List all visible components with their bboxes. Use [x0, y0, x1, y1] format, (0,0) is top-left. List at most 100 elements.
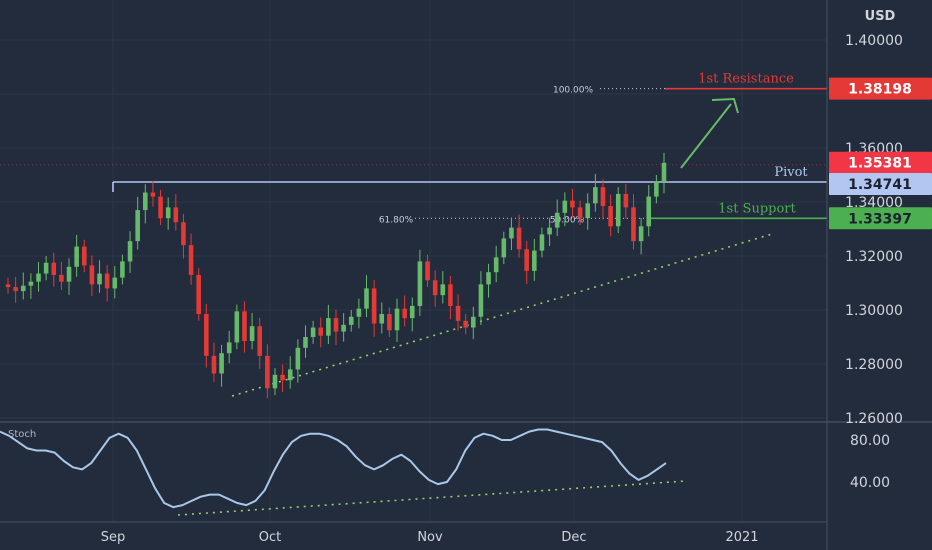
candle-bullish [478, 271, 484, 326]
candle-body [36, 273, 41, 282]
candlestick-series[interactable] [5, 152, 667, 399]
price-tick-label: 1.34000 [845, 195, 903, 211]
candle-body [615, 193, 621, 227]
candle-bullish [364, 275, 369, 318]
candle-body [20, 285, 26, 292]
candle-bullish [661, 152, 667, 194]
forecast-arrow-head [711, 97, 739, 114]
pivot-badge: 1.34741 [829, 172, 932, 195]
candle-bullish [539, 227, 545, 258]
candle-body [486, 272, 491, 285]
candle-body [280, 374, 285, 381]
candle-body [455, 305, 461, 321]
candle-bullish [234, 304, 240, 350]
resistance-label: 1st Resistance [698, 72, 794, 87]
candle-body [135, 210, 140, 242]
candle-bearish [524, 240, 529, 285]
support-label: 1st Support [718, 201, 796, 216]
candle-bearish [280, 364, 285, 392]
candle-body [265, 355, 270, 389]
candle-body [501, 238, 507, 258]
price-tick-label: 1.28000 [845, 357, 903, 373]
time-tick-label: Oct [259, 530, 281, 545]
candle-body [173, 207, 179, 223]
candle-body [158, 196, 163, 219]
candle-body [249, 326, 255, 342]
candle-body [356, 308, 362, 317]
candle-body [287, 369, 293, 381]
candle-bullish [143, 184, 148, 224]
candle-bearish [51, 252, 57, 287]
candle-bearish [257, 317, 263, 370]
candle-bullish [562, 192, 568, 227]
candle-bearish [516, 214, 522, 258]
candle-bullish [36, 261, 41, 292]
candle-body [204, 314, 209, 356]
candle-body [631, 207, 636, 242]
candle-bullish [310, 320, 316, 344]
candle-bullish [593, 173, 598, 212]
candle-bullish [97, 260, 102, 293]
price-tick-label: 1.40000 [845, 33, 903, 49]
candle-bullish [303, 325, 308, 358]
candle-body [623, 193, 629, 208]
stoch-panel [0, 428, 667, 509]
candle-bullish [379, 302, 385, 334]
candle-body [234, 311, 240, 343]
current-price-badge: 1.35381 [829, 151, 932, 174]
candle-body [409, 305, 415, 319]
candle-body [318, 327, 324, 336]
candle-body [600, 187, 606, 207]
candle-bullish [120, 254, 125, 285]
candle-bullish [74, 234, 79, 277]
candle-bullish [501, 231, 507, 265]
candle-body [379, 314, 385, 324]
stoch-axis[interactable]: 80.00 40.00 [850, 433, 890, 491]
candle-bullish [440, 271, 446, 304]
candle-bullish [646, 184, 652, 237]
candle-body [532, 250, 537, 271]
candle-bearish [577, 200, 583, 225]
price-tick-label: 1.26000 [845, 411, 903, 427]
candle-body [440, 284, 446, 296]
fib-label: 100.00% [553, 86, 593, 96]
candle-bullish [348, 310, 354, 332]
candle-bullish [615, 187, 621, 234]
candle-bearish [318, 317, 324, 348]
candle-bullish [127, 231, 133, 274]
stoch-line [0, 428, 667, 509]
candle-bearish [242, 301, 247, 353]
candle-bullish [341, 313, 346, 342]
candle-bearish [425, 254, 430, 288]
support-badge: 1.33397 [829, 207, 932, 230]
candle-body [81, 246, 87, 266]
candle-body [13, 287, 18, 292]
candle-body [188, 245, 194, 275]
candle-bearish [104, 265, 110, 302]
candle-bearish [600, 178, 606, 220]
candle-bearish [371, 280, 377, 337]
grid-lines [0, 0, 827, 522]
candle-body [97, 273, 102, 285]
candle-bearish [432, 270, 438, 307]
stoch-label: Stoch [8, 429, 36, 440]
candle-bullish [471, 306, 476, 340]
candle-body [43, 262, 49, 274]
candle-bearish [181, 213, 186, 259]
candle-bearish [150, 180, 156, 207]
candle-body [28, 281, 34, 286]
candle-bullish [417, 249, 423, 316]
candle-body [74, 246, 79, 267]
candle-body [524, 249, 529, 271]
candle-bullish [295, 339, 301, 383]
candle-body [516, 227, 522, 250]
candle-body [570, 200, 575, 208]
time-axis[interactable]: Sep Oct Nov Dec 2021 [101, 530, 759, 545]
candle-bearish [13, 277, 18, 303]
time-tick-label: Nov [417, 530, 443, 545]
candle-body [509, 227, 514, 239]
candle-bearish [623, 183, 629, 220]
candle-bullish [585, 193, 591, 230]
